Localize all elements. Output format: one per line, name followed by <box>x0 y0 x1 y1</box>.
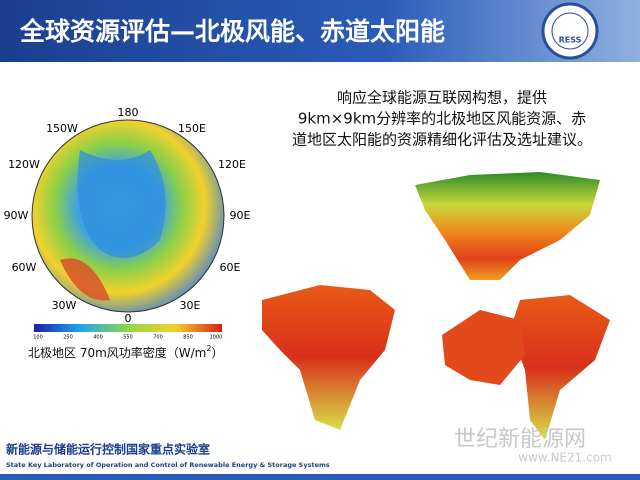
map-label: 150E <box>178 122 206 135</box>
logo <box>541 2 599 60</box>
colorbar-tick: 700 <box>153 335 163 341</box>
map-label: 60E <box>220 261 241 274</box>
footer-cn: 新能源与储能运行控制国家重点实验室 <box>6 442 210 457</box>
map-label: 60W <box>12 261 37 274</box>
australia <box>442 310 525 385</box>
body-line: 响应全球能源互联网构想，提供 <box>337 89 547 107</box>
footer-en: State Key Laboratory of Operation and Co… <box>6 461 330 469</box>
colorbar-tick: 400 <box>93 335 103 341</box>
africa <box>262 285 395 430</box>
map-label: 0 <box>125 312 132 325</box>
logo-text: RESS <box>559 36 582 45</box>
footer-bar <box>0 474 640 480</box>
north-america <box>415 172 600 280</box>
watermark: 世纪新能源网 <box>454 427 586 452</box>
body-line: 9km×9km分辨率的北极地区风能资源、赤 <box>298 110 586 128</box>
logo-ring <box>551 12 589 50</box>
polar-map-region <box>60 258 110 301</box>
watermark-url: www.NE21.com <box>518 451 611 465</box>
colorbar-tick: 550 <box>123 335 133 341</box>
map-label: 30W <box>52 299 77 312</box>
map-label: 180 <box>118 106 139 119</box>
map-label: 90E <box>230 209 251 222</box>
south-america <box>510 295 610 440</box>
body-line: 道地区太阳能的资源精细化评估及选址建议。 <box>292 131 592 149</box>
title: 全球资源评估—北极风能、赤道太阳能 <box>19 17 445 46</box>
map-label: 120W <box>8 158 40 171</box>
map-label: 30E <box>180 299 201 312</box>
caption-sup: 2 <box>206 344 211 353</box>
colorbar-tick: 250 <box>63 335 73 341</box>
colorbar-tick: 1000 <box>210 335 223 341</box>
polar-map-region <box>77 150 166 258</box>
map-label: 90W <box>4 209 29 222</box>
colorbar-tick: 100 <box>33 335 43 341</box>
caption-end: ） <box>211 346 223 360</box>
colorbar <box>34 324 222 332</box>
map-label: 150W <box>46 122 78 135</box>
colorbar-tick: 850 <box>183 335 193 341</box>
title-bar <box>0 0 640 62</box>
caption-text: 北极地区 70m风功率密度（W/m <box>28 345 206 360</box>
caption: 北极地区 70m风功率密度（W/m2） <box>28 344 223 360</box>
map-label: 120E <box>218 158 246 171</box>
